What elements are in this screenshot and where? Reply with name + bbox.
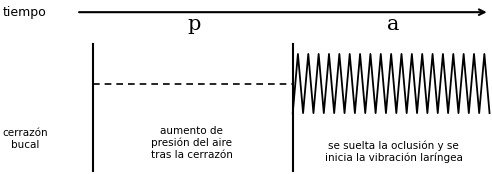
Text: tiempo: tiempo	[2, 6, 46, 19]
Text: p: p	[187, 15, 201, 34]
Text: a: a	[387, 15, 400, 34]
Text: aumento de
presión del aire
tras la cerrazón: aumento de presión del aire tras la cerr…	[151, 126, 233, 160]
Text: cerrazón
bucal: cerrazón bucal	[2, 128, 48, 150]
Text: se suelta la oclusión y se
inicia la vibración laríngea: se suelta la oclusión y se inicia la vib…	[325, 140, 462, 163]
